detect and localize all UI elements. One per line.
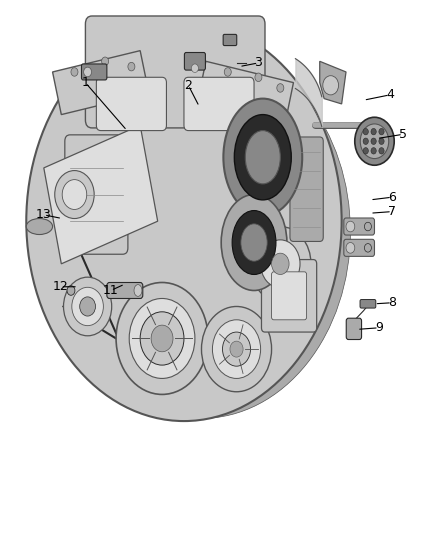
Circle shape <box>191 64 198 72</box>
Ellipse shape <box>234 115 291 200</box>
Circle shape <box>223 332 251 366</box>
FancyBboxPatch shape <box>344 218 374 235</box>
FancyBboxPatch shape <box>107 282 143 298</box>
Circle shape <box>323 76 339 95</box>
Circle shape <box>71 68 78 76</box>
FancyBboxPatch shape <box>85 16 265 128</box>
Circle shape <box>379 148 384 154</box>
Circle shape <box>80 297 95 316</box>
Circle shape <box>277 84 284 92</box>
Circle shape <box>84 67 92 77</box>
Circle shape <box>371 148 376 154</box>
Ellipse shape <box>221 195 287 290</box>
FancyBboxPatch shape <box>344 239 374 256</box>
Text: 4: 4 <box>386 88 394 101</box>
Circle shape <box>371 128 376 135</box>
Circle shape <box>230 341 243 357</box>
Circle shape <box>379 138 384 144</box>
Circle shape <box>201 306 272 392</box>
FancyBboxPatch shape <box>261 260 317 332</box>
Text: 12: 12 <box>53 280 68 293</box>
Circle shape <box>224 68 231 76</box>
Text: 5: 5 <box>399 128 407 141</box>
Text: 11: 11 <box>103 284 119 297</box>
Circle shape <box>102 57 109 66</box>
Ellipse shape <box>26 21 342 421</box>
Ellipse shape <box>134 285 142 296</box>
Circle shape <box>67 286 75 295</box>
Text: 8: 8 <box>388 296 396 309</box>
Circle shape <box>116 282 208 394</box>
Ellipse shape <box>223 99 302 216</box>
Ellipse shape <box>232 211 276 274</box>
Circle shape <box>363 128 368 135</box>
FancyBboxPatch shape <box>290 137 323 241</box>
Ellipse shape <box>261 240 300 288</box>
Text: 7: 7 <box>388 205 396 218</box>
Circle shape <box>346 221 355 232</box>
Circle shape <box>72 287 103 326</box>
FancyBboxPatch shape <box>96 77 166 131</box>
FancyBboxPatch shape <box>184 77 254 131</box>
Text: 9: 9 <box>375 321 383 334</box>
Circle shape <box>363 138 368 144</box>
Polygon shape <box>197 61 293 125</box>
Ellipse shape <box>53 45 350 418</box>
Text: 2: 2 <box>184 79 192 92</box>
Circle shape <box>128 62 135 71</box>
FancyBboxPatch shape <box>360 300 376 308</box>
Circle shape <box>363 148 368 154</box>
Ellipse shape <box>250 227 311 301</box>
Ellipse shape <box>355 117 394 165</box>
Text: 13: 13 <box>36 208 52 221</box>
Ellipse shape <box>245 131 280 184</box>
Polygon shape <box>320 61 346 104</box>
FancyBboxPatch shape <box>65 135 128 254</box>
Circle shape <box>62 180 87 209</box>
FancyBboxPatch shape <box>184 52 205 70</box>
Ellipse shape <box>241 224 267 261</box>
Ellipse shape <box>360 124 389 159</box>
FancyBboxPatch shape <box>272 272 307 320</box>
Polygon shape <box>44 125 158 264</box>
Circle shape <box>379 128 384 135</box>
Circle shape <box>346 243 355 253</box>
Ellipse shape <box>272 253 289 274</box>
FancyBboxPatch shape <box>81 64 107 80</box>
Circle shape <box>212 320 261 378</box>
Circle shape <box>364 222 371 231</box>
Circle shape <box>55 171 94 219</box>
Circle shape <box>151 325 173 352</box>
Text: 1: 1 <box>81 76 89 89</box>
Text: 3: 3 <box>254 56 262 69</box>
Circle shape <box>371 138 376 144</box>
Text: 6: 6 <box>388 191 396 204</box>
Circle shape <box>140 312 184 365</box>
Circle shape <box>255 73 262 82</box>
Circle shape <box>129 298 195 378</box>
FancyBboxPatch shape <box>346 318 362 340</box>
Polygon shape <box>53 51 149 115</box>
Circle shape <box>364 244 371 252</box>
Circle shape <box>64 277 112 336</box>
Ellipse shape <box>26 219 53 235</box>
FancyBboxPatch shape <box>223 34 237 45</box>
